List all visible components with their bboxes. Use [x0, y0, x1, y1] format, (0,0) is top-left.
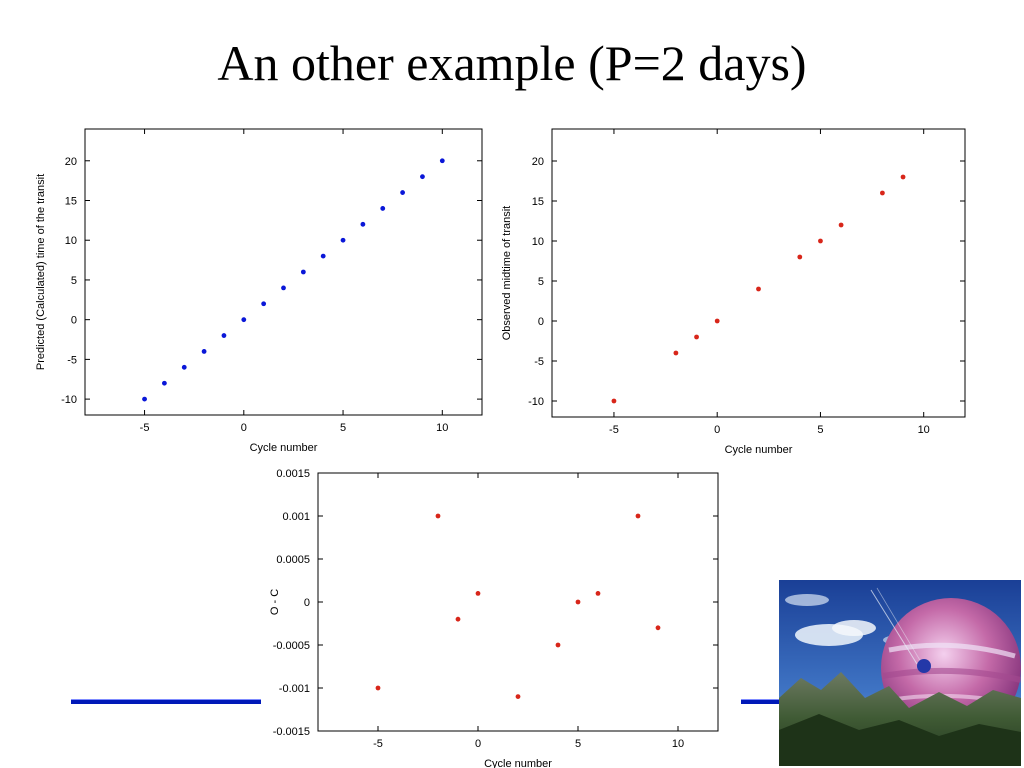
- divider-line-right: [741, 699, 779, 704]
- data-point: [515, 694, 521, 699]
- y-tick-label: 15: [65, 196, 77, 208]
- y-tick-label: 20: [65, 156, 77, 168]
- y-tick-label: 0: [71, 315, 77, 327]
- slide-title: An other example (P=2 days): [217, 35, 807, 91]
- data-point: [281, 285, 286, 291]
- data-point: [694, 334, 699, 340]
- data-point: [300, 269, 306, 275]
- data-point: [360, 221, 366, 227]
- x-tick-label: 10: [918, 424, 930, 436]
- y-tick-label: -5: [67, 354, 77, 366]
- y-tick-label: 0.001: [282, 511, 310, 523]
- y-tick-label: 0: [538, 316, 544, 328]
- y-tick-label: -0.0005: [273, 640, 310, 652]
- x-axis-label: Cycle number: [484, 758, 552, 768]
- plot-frame: [551, 128, 966, 418]
- data-point: [340, 237, 346, 243]
- y-tick-label: 10: [65, 235, 77, 247]
- data-point: [714, 318, 720, 324]
- x-tick-label: 5: [575, 738, 581, 750]
- chart-observed: -5 0 5 10 -10 -5 0 5 10 15 20 Cycle number Observed …: [501, 128, 966, 456]
- y-tick-label: 5: [71, 275, 77, 287]
- data-point: [380, 206, 386, 211]
- data-point: [400, 190, 405, 195]
- data-point: [420, 174, 425, 180]
- x-tick-label: 5: [817, 424, 823, 436]
- data-point: [797, 254, 803, 260]
- y-axis-label: Observed midtime of transit: [501, 206, 513, 341]
- divider-line-left: [71, 699, 261, 704]
- data-point: [635, 513, 641, 519]
- y-axis-label: Predicted (Calculated) time of the trans…: [35, 174, 47, 370]
- data-point: [838, 222, 844, 228]
- y-tick-label: 0.0005: [276, 554, 310, 566]
- data-point: [435, 513, 441, 519]
- data-point: [261, 301, 267, 307]
- plot-frame: [317, 472, 719, 732]
- chart-predicted: -5 0 5 10 -10 -5 0 5 10 15 20 Cycle number Predicted…: [35, 128, 483, 454]
- data-point: [900, 174, 906, 180]
- y-tick-label: 0.0015: [276, 468, 310, 480]
- x-tick-label: 10: [672, 738, 684, 750]
- y-tick-label: 10: [532, 236, 544, 248]
- data-point: [673, 350, 679, 356]
- data-point: [201, 349, 207, 354]
- data-point: [375, 685, 381, 691]
- y-tick-label: -10: [528, 396, 544, 408]
- x-axis-label: Cycle number: [250, 442, 318, 454]
- data-point: [595, 591, 601, 596]
- data-point: [818, 238, 823, 244]
- chart-oc: -5 0 5 10 -0.0015 -0.001 -0.0005 0 0.0005 0.001 0.…: [269, 468, 719, 768]
- x-tick-label: 0: [241, 422, 247, 434]
- y-tick-label: -5: [534, 356, 544, 368]
- data-point: [142, 396, 147, 402]
- y-tick-label: -10: [61, 394, 77, 406]
- y-tick-label: -0.0015: [273, 726, 310, 738]
- data-point: [611, 398, 617, 404]
- data-point: [655, 625, 661, 631]
- x-tick-label: -5: [373, 738, 383, 750]
- plot-frame: [84, 128, 483, 416]
- x-tick-label: -5: [609, 424, 619, 436]
- y-tick-label: 15: [532, 196, 544, 208]
- data-point: [756, 286, 761, 292]
- data-point: [455, 616, 461, 622]
- y-tick-label: -0.001: [279, 683, 310, 695]
- planet-landscape-icon: [779, 580, 1021, 766]
- x-axis-label: Cycle number: [725, 444, 793, 456]
- data-point: [162, 380, 167, 386]
- y-tick-label: 20: [532, 156, 544, 168]
- data-point: [555, 642, 561, 648]
- x-tick-label: 5: [340, 422, 346, 434]
- x-tick-label: 0: [714, 424, 720, 436]
- data-point: [320, 253, 326, 259]
- x-tick-label: 0: [475, 738, 481, 750]
- y-tick-label: 5: [538, 276, 544, 288]
- data-point: [475, 591, 481, 596]
- y-tick-label: 0: [304, 597, 310, 609]
- data-point: [221, 333, 227, 338]
- data-point: [241, 317, 247, 323]
- data-point: [880, 190, 885, 196]
- y-axis-label: O - C: [269, 589, 281, 615]
- x-tick-label: -5: [140, 422, 150, 434]
- data-point: [575, 599, 581, 605]
- data-point: [181, 364, 187, 370]
- data-point: [439, 158, 445, 164]
- x-tick-label: 10: [436, 422, 448, 434]
